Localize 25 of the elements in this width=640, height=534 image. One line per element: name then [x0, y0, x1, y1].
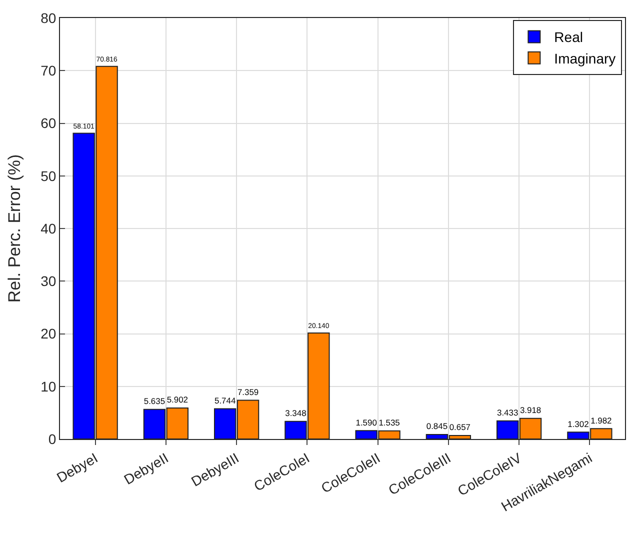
y-tick-label: 70 [40, 62, 56, 79]
y-tick-label: 20 [40, 326, 56, 342]
y-tick-label: 30 [40, 273, 56, 290]
data-label: 0.845 [426, 421, 448, 432]
y-tick-label: 0 [48, 430, 56, 447]
data-label: 1.302 [568, 418, 590, 429]
y-tick-label: 80 [40, 10, 56, 26]
legend-label: Imaginary [554, 50, 616, 66]
data-label: 1.535 [378, 418, 400, 428]
y-tick-label: 50 [40, 168, 56, 184]
y-tick-label: 40 [40, 220, 56, 236]
data-label: 3.348 [285, 408, 307, 418]
data-label: 5.902 [166, 394, 188, 405]
data-label: 5.744 [214, 395, 236, 406]
data-label: 3.433 [497, 408, 518, 418]
data-label: 0.657 [449, 422, 471, 432]
y-axis-title: Rel. Perc. Error (%) [5, 154, 24, 303]
data-label: 1.982 [590, 415, 612, 426]
data-label: 1.590 [356, 417, 378, 428]
y-tick-label: 60 [40, 115, 56, 132]
y-tick-label: 10 [40, 378, 56, 394]
data-label: 3.918 [520, 405, 542, 416]
data-label: 5.635 [144, 396, 166, 406]
data-label: 7.359 [237, 386, 259, 397]
legend-label: Real [554, 29, 583, 46]
